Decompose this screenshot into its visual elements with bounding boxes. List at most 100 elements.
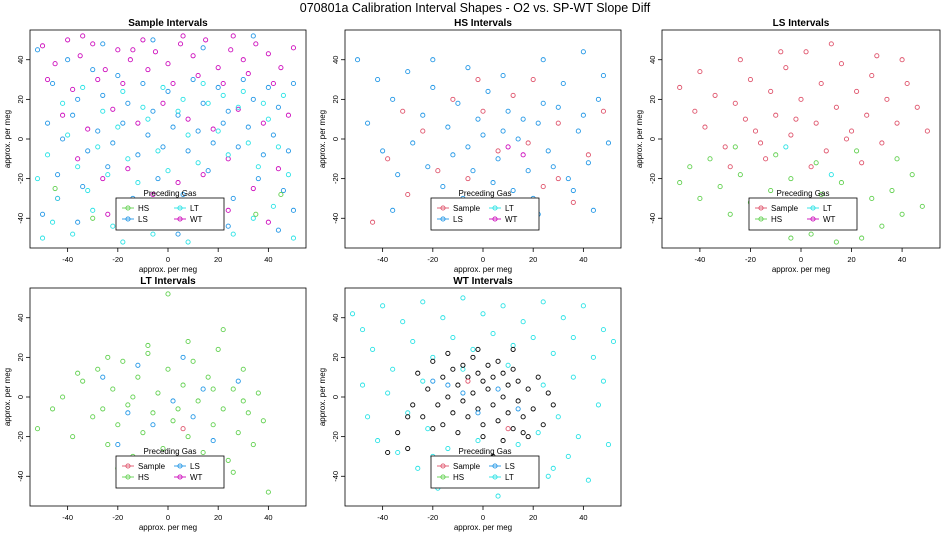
point-lt — [185, 239, 191, 245]
point-wt — [485, 362, 491, 368]
point-wt — [210, 126, 216, 132]
point-wt — [455, 382, 461, 388]
point-wt — [510, 366, 516, 372]
point-lt — [400, 319, 406, 325]
point-wt — [445, 350, 451, 356]
point-lt — [495, 493, 501, 499]
x-axis-label: approx. per meg — [139, 523, 197, 532]
point-ls — [265, 84, 271, 91]
point-sample — [742, 116, 748, 122]
point-hs — [90, 414, 96, 420]
legend-title: Preceding Gas — [144, 447, 197, 456]
point-lt — [200, 80, 206, 87]
y-tick-label: -40 — [16, 471, 25, 482]
panel-title: Sample Intervals — [128, 18, 208, 29]
point-ls — [110, 140, 116, 146]
point-ls — [65, 57, 71, 63]
legend-label-hs: HS — [771, 215, 782, 224]
point-hs — [265, 489, 271, 495]
point-sample — [823, 148, 829, 154]
legend-swatch-marker — [492, 205, 498, 211]
point-sample — [510, 92, 516, 98]
point-sample — [884, 96, 890, 102]
point-sample — [894, 120, 900, 126]
point-sample — [420, 128, 426, 134]
y-tick-label: 20 — [648, 95, 657, 103]
point-hs — [120, 358, 126, 364]
point-lt — [545, 473, 551, 479]
point-wt — [195, 73, 201, 79]
point-sample — [864, 112, 870, 118]
point-lt — [85, 187, 91, 194]
point-hs — [215, 346, 221, 352]
point-ls — [555, 104, 561, 110]
point-sample — [828, 41, 834, 47]
point-lt — [349, 311, 356, 317]
point-sample — [793, 116, 799, 122]
point-wt — [265, 51, 271, 57]
point-wt — [395, 430, 401, 436]
y-tick-label: -20 — [16, 173, 25, 184]
point-lt — [395, 449, 401, 456]
y-tick-label: 0 — [331, 137, 340, 141]
x-tick-label: 20 — [847, 255, 855, 264]
point-hs — [899, 211, 905, 217]
point-sample — [904, 80, 910, 87]
point-lt — [70, 231, 76, 237]
point-wt — [460, 398, 466, 404]
point-hs — [80, 378, 86, 384]
point-hs — [190, 358, 196, 364]
point-hs — [105, 354, 111, 360]
x-tick-label: -40 — [377, 513, 388, 522]
point-sample — [833, 104, 839, 110]
point-lt — [270, 203, 276, 209]
point-wt — [495, 418, 501, 424]
point-ls — [605, 140, 612, 146]
x-tick-label: 0 — [166, 255, 170, 264]
point-wt — [180, 33, 186, 39]
point-ls — [380, 148, 386, 154]
point-wt — [490, 402, 496, 408]
point-hs — [250, 442, 256, 448]
panel-lt: LT Intervals -40 -20 0 20 40 -40 -20 0 20 40 approx… — [3, 276, 307, 532]
point-hs — [737, 172, 743, 178]
point-ls — [125, 100, 131, 106]
point-wt — [500, 438, 506, 444]
y-tick-label: 20 — [331, 353, 340, 361]
point-hs — [34, 426, 41, 432]
x-tick-label: 40 — [579, 255, 587, 264]
point-wt — [525, 386, 531, 392]
point-hs — [105, 442, 111, 448]
point-wt — [515, 378, 521, 384]
point-sample — [914, 104, 920, 110]
legend-label-wt: WT — [505, 215, 518, 224]
point-hs — [278, 191, 284, 198]
legend-title: Preceding Gas — [777, 189, 830, 198]
point-lt — [160, 84, 166, 91]
point-hs — [808, 231, 814, 237]
point-wt — [430, 358, 436, 364]
point-ls — [100, 41, 106, 47]
point-wt — [465, 414, 471, 420]
point-wt — [450, 410, 456, 416]
point-hs — [145, 342, 151, 349]
legend-label-lt: LT — [505, 204, 514, 213]
point-lt — [180, 96, 186, 102]
point-sample — [385, 156, 391, 162]
point-wt — [203, 37, 209, 43]
point-sample — [773, 112, 779, 118]
point-ls — [570, 187, 576, 194]
panels: Sample Intervals -40 -20 0 20 40 -40 -20 0 20 40 ap… — [3, 18, 941, 532]
point-lt — [385, 390, 391, 396]
point-wt — [130, 47, 136, 53]
point-sample — [600, 108, 606, 114]
point-ls — [55, 172, 61, 178]
point-wt — [470, 390, 476, 396]
point-wt — [127, 57, 133, 63]
legend-label-wt: WT — [190, 473, 203, 482]
point-sample — [808, 164, 814, 170]
point-ls — [150, 108, 156, 114]
legend-label-hs: HS — [138, 473, 149, 482]
legend-box — [748, 197, 858, 231]
point-ls — [205, 168, 211, 174]
